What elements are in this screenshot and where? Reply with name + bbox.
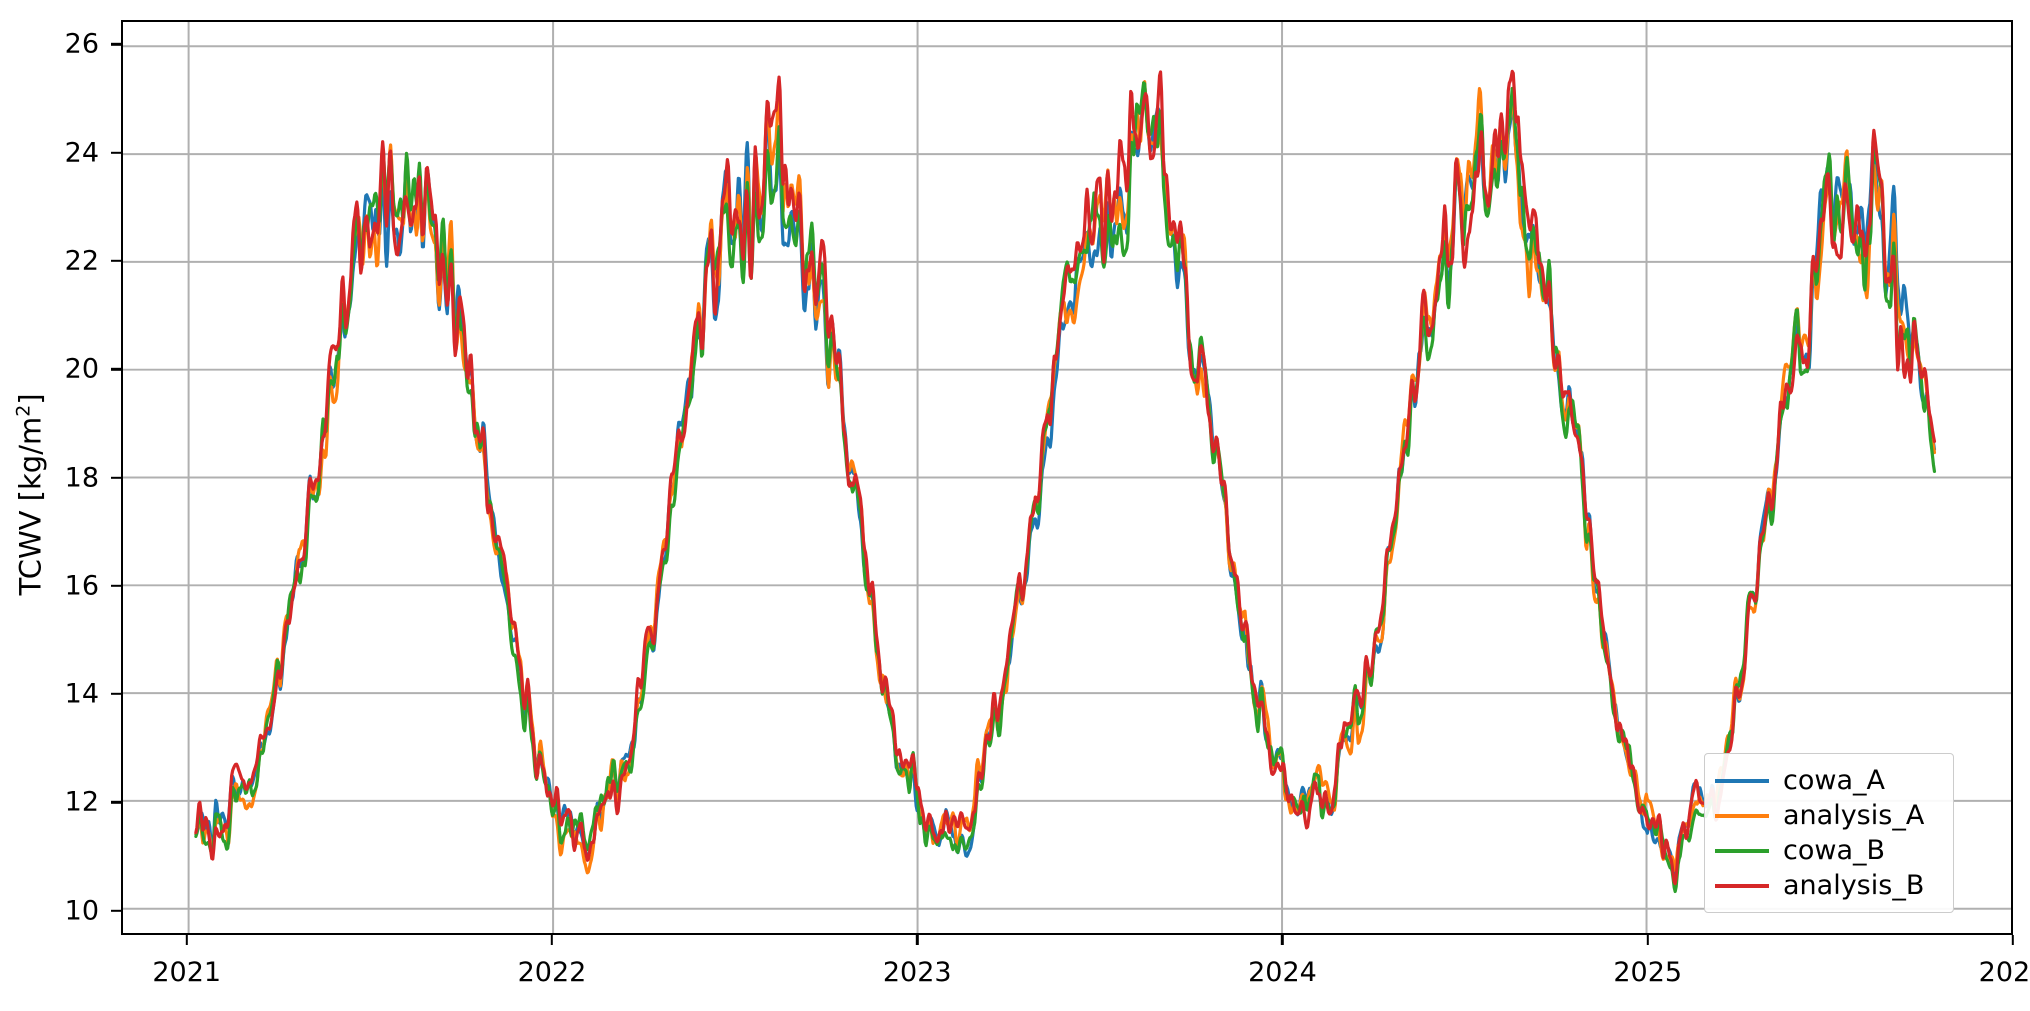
y-tick-label: 12 xyxy=(64,786,99,818)
plot-surface xyxy=(123,22,2011,933)
y-tick-mark xyxy=(111,43,121,46)
series-line xyxy=(194,69,1937,886)
y-tick-label: 20 xyxy=(64,353,99,385)
legend-color-swatch xyxy=(1715,883,1769,888)
y-tick-mark xyxy=(111,151,121,154)
x-tick-label: 2022 xyxy=(517,957,587,988)
legend-label: cowa_B xyxy=(1783,835,1886,866)
y-tick-label: 10 xyxy=(64,895,99,927)
x-tick-label: 2023 xyxy=(882,957,952,988)
legend-entry[interactable]: analysis_B xyxy=(1715,868,1941,903)
series-line xyxy=(194,80,1937,875)
x-tick-mark xyxy=(916,935,919,945)
y-tick-label: 16 xyxy=(64,570,99,602)
legend-entry[interactable]: analysis_A xyxy=(1715,798,1941,833)
x-axis-ticks: 2021 2022 2023 2024 2025 2026 xyxy=(0,935,2030,1011)
series-line xyxy=(194,83,1937,882)
grid-lines xyxy=(123,22,2011,933)
y-tick-label: 26 xyxy=(64,28,99,60)
y-tick-label: 24 xyxy=(64,137,99,169)
x-tick-label: 2021 xyxy=(152,957,222,988)
legend-entry[interactable]: cowa_B xyxy=(1715,833,1941,868)
legend-color-swatch xyxy=(1715,848,1769,853)
x-tick-label: 2024 xyxy=(1248,957,1317,988)
plot-axes xyxy=(121,20,2013,935)
x-tick-mark xyxy=(550,935,554,945)
series-lines xyxy=(194,69,1937,894)
y-tick-mark xyxy=(111,692,121,696)
legend[interactable]: cowa_A analysis_A cowa_B analysis_B xyxy=(1704,753,1954,913)
x-tick-mark xyxy=(185,935,188,945)
y-tick-mark xyxy=(111,801,121,804)
x-tick-mark xyxy=(2011,935,2015,945)
y-tick-mark xyxy=(111,259,121,263)
y-tick-mark xyxy=(111,584,121,587)
y-tick-label: 14 xyxy=(64,678,99,710)
x-tick-label: 2026 xyxy=(1978,957,2030,988)
legend-label: analysis_A xyxy=(1783,800,1925,831)
legend-color-swatch xyxy=(1715,778,1769,783)
y-tick-label: 18 xyxy=(64,462,99,493)
y-tick-mark xyxy=(111,368,121,371)
y-tick-label: 22 xyxy=(64,245,99,277)
y-axis-ticks: 10 12 14 16 18 20 22 24 26 xyxy=(0,0,121,1011)
y-tick-mark xyxy=(111,909,121,912)
y-tick-mark xyxy=(111,476,121,479)
series-line xyxy=(194,81,1937,894)
legend-label: analysis_B xyxy=(1783,870,1925,901)
legend-entry[interactable]: cowa_A xyxy=(1715,763,1941,798)
legend-color-swatch xyxy=(1715,813,1769,818)
x-tick-mark xyxy=(1646,935,1649,945)
x-tick-mark xyxy=(1281,935,1284,945)
legend-label: cowa_A xyxy=(1783,765,1885,796)
x-tick-label: 2025 xyxy=(1613,957,1683,988)
